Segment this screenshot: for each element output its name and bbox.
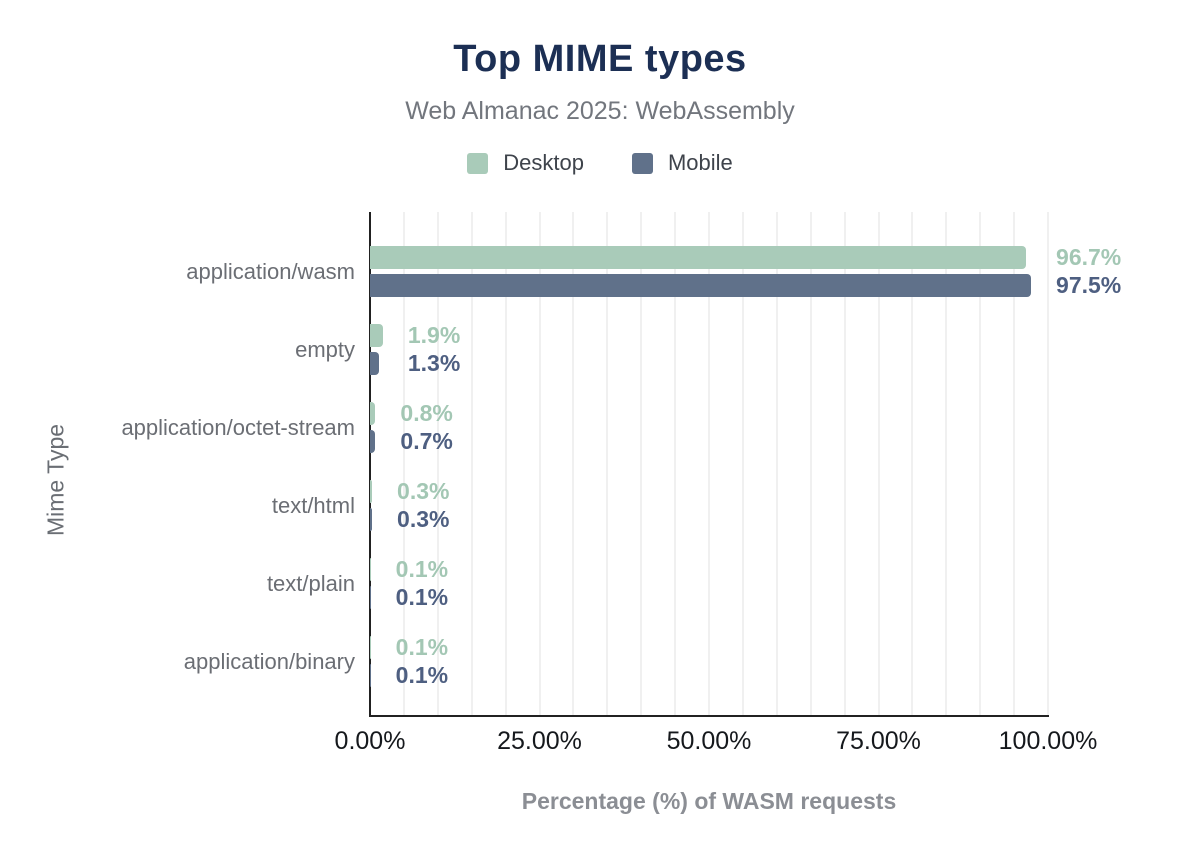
category-label: application/wasm xyxy=(186,259,355,284)
x-tick-label: 75.00% xyxy=(836,727,921,755)
legend-swatch-icon xyxy=(467,152,489,174)
value-label-mobile: 0.1% xyxy=(395,662,449,688)
bar-mobile-4 xyxy=(370,585,371,609)
category-label: text/plain xyxy=(266,571,355,596)
legend-label: Mobile xyxy=(667,150,733,175)
gridline xyxy=(979,212,982,715)
gridline xyxy=(402,212,405,715)
y-axis-line xyxy=(369,212,371,717)
gridline xyxy=(504,212,507,715)
bar-desktop-0 xyxy=(370,245,1026,269)
gridline xyxy=(843,212,846,715)
value-label-desktop: 0.3% xyxy=(397,478,450,504)
bar-mobile-2 xyxy=(370,429,375,453)
gridline xyxy=(640,212,643,715)
category-label: application/octet-stream xyxy=(121,415,355,440)
gridline xyxy=(436,212,439,715)
x-tick-label: 0.00% xyxy=(334,727,406,755)
category-label: text/html xyxy=(271,493,355,518)
bar-desktop-2 xyxy=(370,401,376,425)
legend-item-desktop: Desktop xyxy=(467,150,584,176)
gridline xyxy=(538,212,541,715)
value-label-desktop: 1.9% xyxy=(407,322,461,348)
legend-swatch-icon xyxy=(631,152,653,174)
plot-area: 96.7% 97.5% 1.9% 1.3% 0.8% 0.7% 0.3% 0.3% 0.1% 0.… xyxy=(369,212,1121,717)
gridline xyxy=(1013,212,1016,715)
x-axis-title: Percentage (%) of WASM requests xyxy=(521,788,897,814)
value-label-mobile: 0.3% xyxy=(397,506,450,532)
value-label-mobile: 0.1% xyxy=(395,584,449,610)
bar-mobile-3 xyxy=(370,507,373,531)
chart-subtitle: Web Almanac 2025: WebAssembly xyxy=(405,97,795,125)
gridline xyxy=(674,212,677,715)
bar-mobile-0 xyxy=(370,273,1032,297)
value-label-mobile: 0.7% xyxy=(400,428,453,454)
gridline xyxy=(708,212,710,715)
y-axis-title: Mime Type xyxy=(42,423,69,537)
gridline xyxy=(775,212,778,715)
value-label-desktop: 0.1% xyxy=(395,556,449,582)
bar-desktop-4 xyxy=(370,557,371,581)
value-label-desktop: 0.1% xyxy=(395,634,449,660)
gridline xyxy=(877,212,880,715)
value-label-mobile: 1.3% xyxy=(407,350,461,376)
x-tick-label: 25.00% xyxy=(497,727,582,755)
category-label: empty xyxy=(295,337,355,362)
gridline xyxy=(911,212,914,715)
gridline xyxy=(741,212,744,715)
gridline xyxy=(606,212,609,715)
bar-desktop-3 xyxy=(370,479,373,503)
value-label-desktop: 0.8% xyxy=(400,400,453,426)
x-tick-label: 100.00% xyxy=(998,727,1098,755)
gridline xyxy=(572,212,575,715)
chart-title: Top MIME types xyxy=(453,38,747,80)
legend-item-mobile: Mobile xyxy=(631,150,733,176)
value-label-mobile: 97.5% xyxy=(1056,272,1122,298)
x-tick-label: 50.00% xyxy=(666,727,752,755)
legend-label: Desktop xyxy=(503,150,584,175)
bar-mobile-1 xyxy=(370,351,379,375)
bar-desktop-1 xyxy=(370,323,383,347)
bar-mobile-5 xyxy=(370,663,371,687)
value-label-desktop: 96.7% xyxy=(1056,244,1122,270)
gridline xyxy=(1047,212,1049,715)
bar-desktop-5 xyxy=(370,635,371,659)
category-label: application/binary xyxy=(183,649,355,674)
x-axis-line xyxy=(369,715,1049,717)
gridline xyxy=(809,212,812,715)
gridline xyxy=(470,212,473,715)
gridline xyxy=(945,212,948,715)
legend: Desktop Mobile xyxy=(0,150,1200,176)
